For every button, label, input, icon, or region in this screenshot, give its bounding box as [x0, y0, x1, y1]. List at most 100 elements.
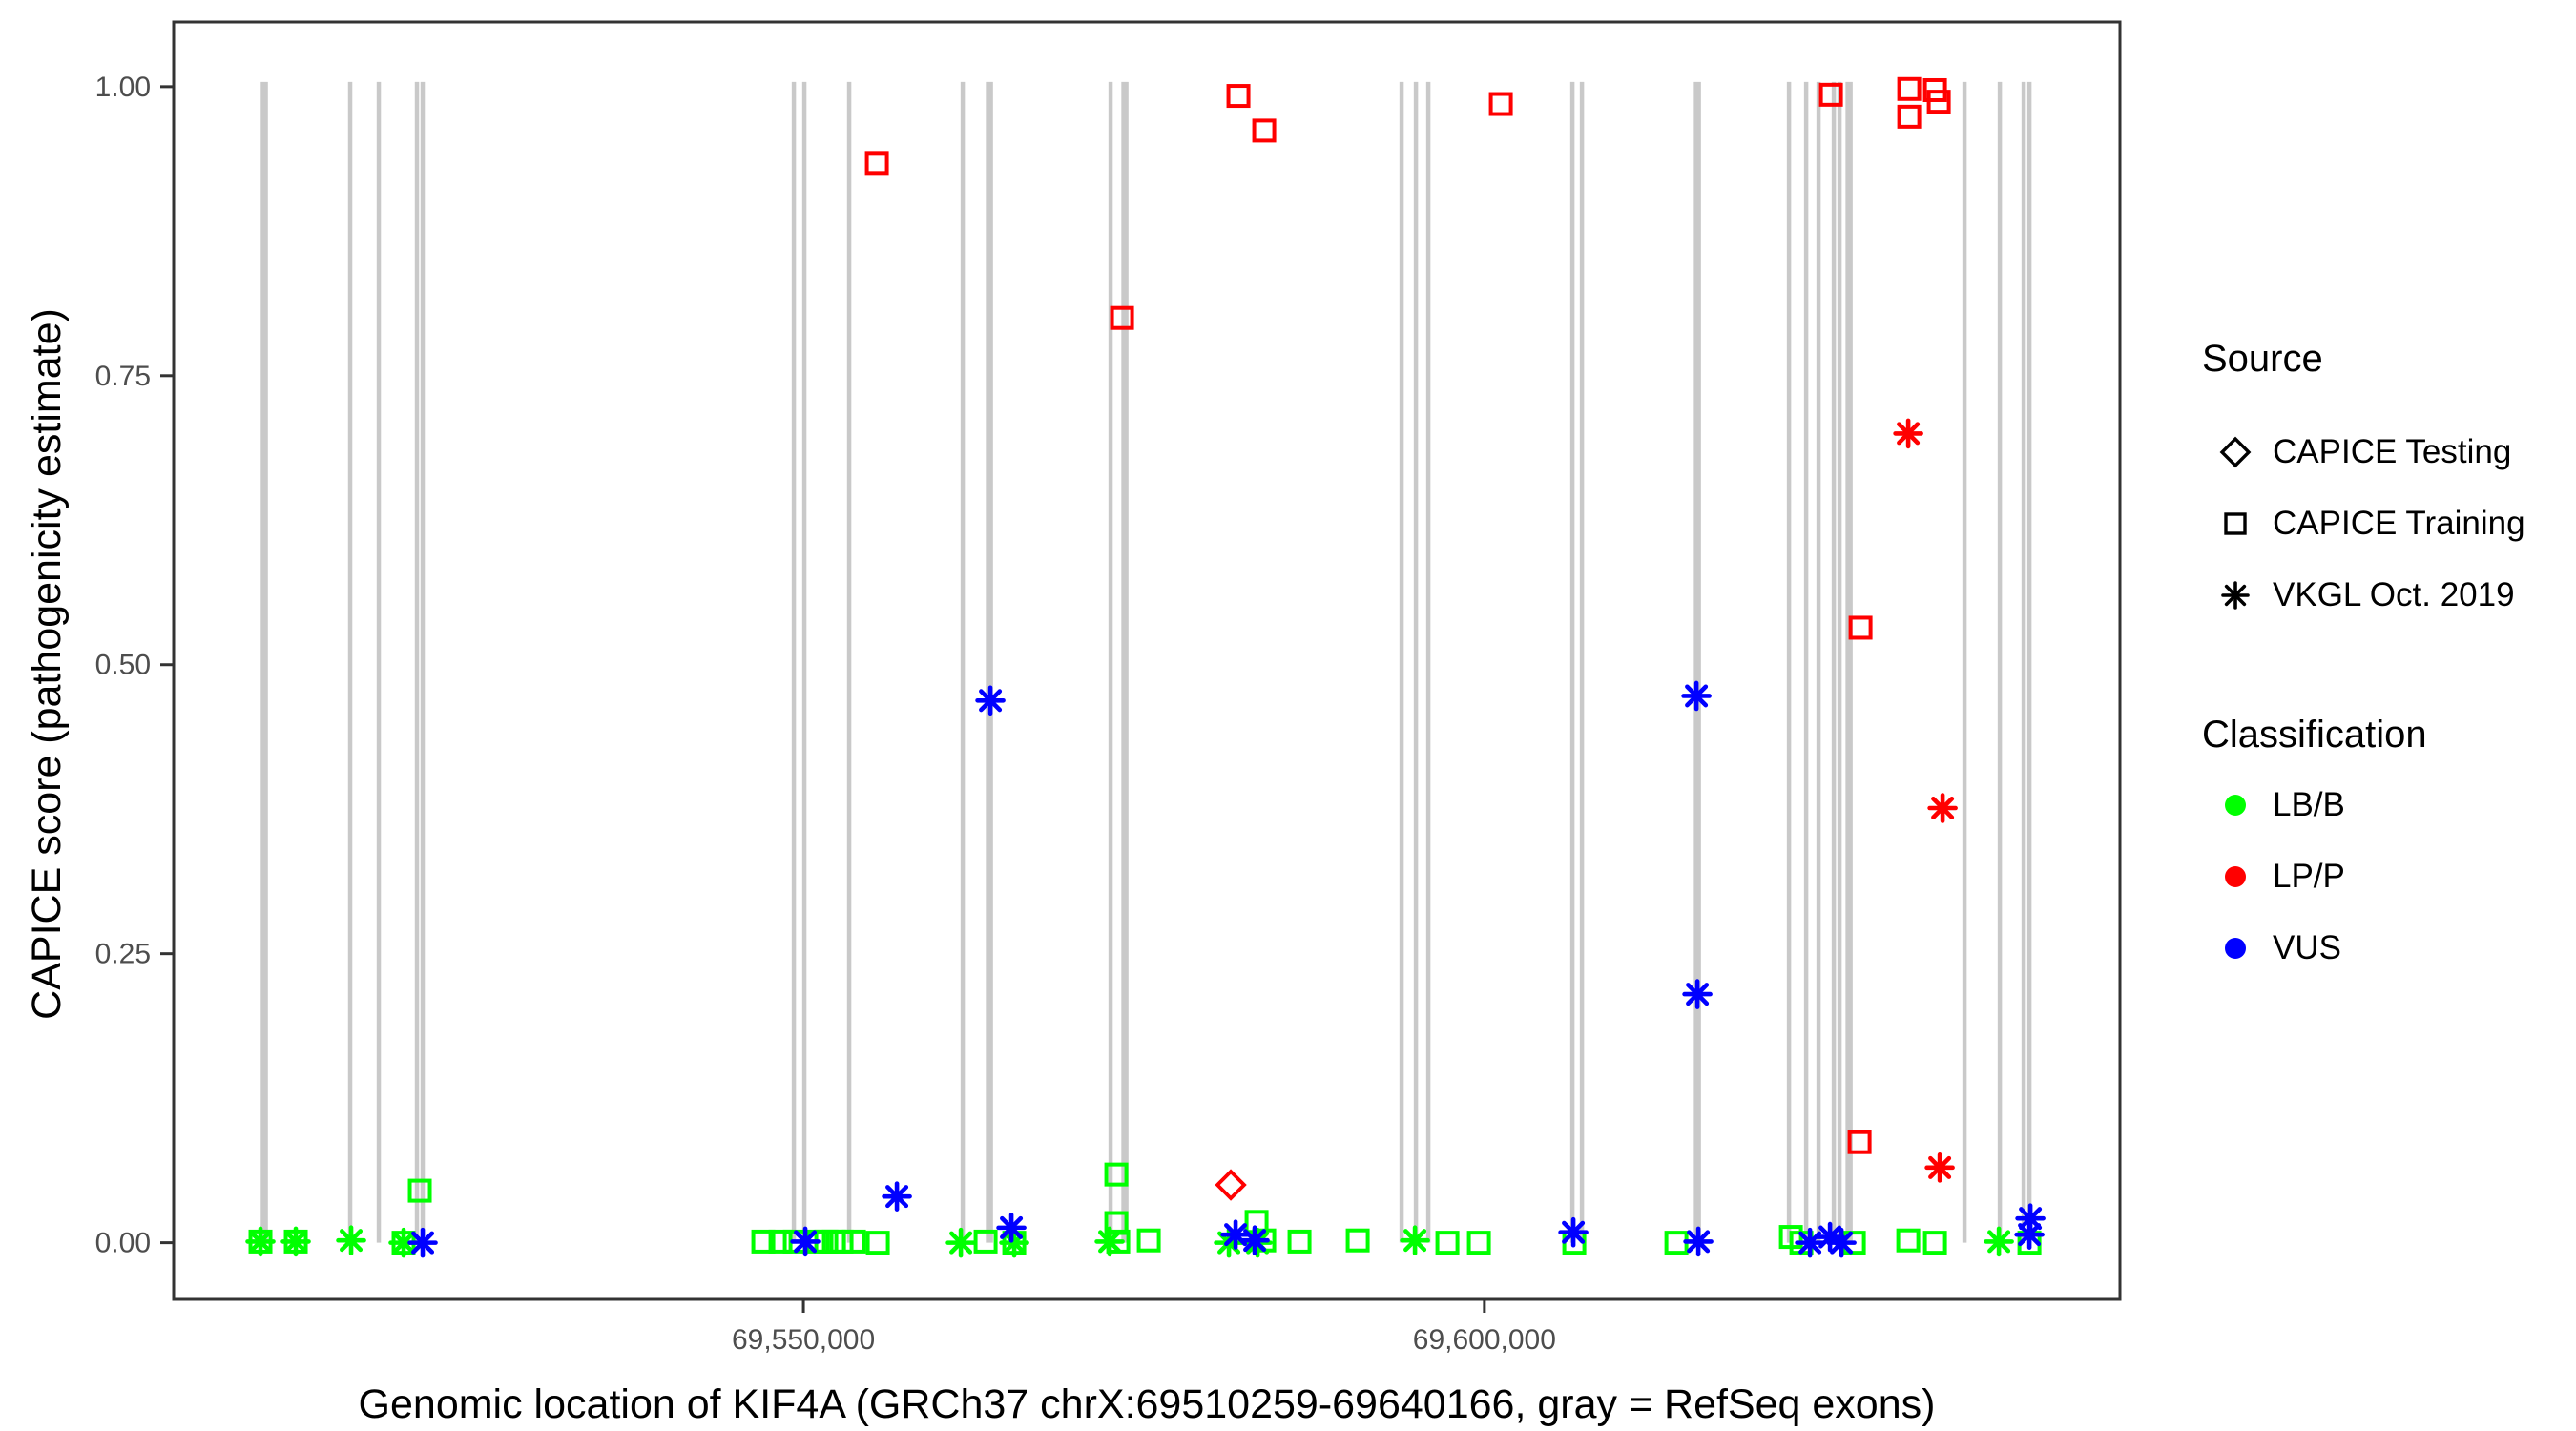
legend-source-title: Source	[2202, 338, 2323, 380]
data-point-asterisk	[1795, 1227, 1825, 1258]
data-point-asterisk	[945, 1227, 976, 1258]
legend-item-label: CAPICE Training	[2273, 504, 2525, 542]
legend-circle-icon	[2225, 937, 2246, 959]
legend-item-lp-p: LP/P	[2202, 840, 2565, 912]
data-point-asterisk	[1681, 680, 1712, 712]
data-point-square	[973, 1229, 998, 1254]
data-point-asterisk	[1893, 418, 1923, 449]
asterisk-ray	[340, 1229, 364, 1253]
asterisk-ray	[1928, 1155, 1952, 1179]
asterisk-ray	[1987, 1230, 2011, 1254]
x-axis-title: Genomic location of KIF4A (GRCh37 chrX:6…	[358, 1381, 1936, 1427]
y-axis-title: CAPICE score (pathogenicity estimate)	[24, 308, 70, 1020]
data-point-square	[1897, 104, 1922, 129]
legend-item-label: LB/B	[2273, 785, 2345, 823]
legend-circle-icon	[2225, 865, 2246, 887]
data-point-asterisk	[975, 685, 1006, 716]
data-point-square	[1897, 76, 1922, 101]
legend: Source CAPICE Testing CAPICE Training VKGL…	[2202, 336, 2565, 984]
data-point-asterisk	[1927, 793, 1958, 823]
legend-item-vkgl-oct-2019: VKGL Oct. 2019	[2202, 559, 2565, 631]
legend-item-label: LP/P	[2273, 857, 2345, 895]
y-tick-label: 0.25	[95, 939, 151, 970]
circle-glyph	[2225, 937, 2246, 959]
legend-item-label: VUS	[2273, 928, 2341, 966]
asterisk-glyph	[2224, 584, 2247, 606]
asterisk-ray	[1098, 1230, 1122, 1254]
asterisk-ray	[979, 689, 1003, 713]
data-point-square	[1345, 1228, 1370, 1253]
x-tick-label: 69,600,000	[1413, 1324, 1556, 1356]
data-point-asterisk	[1682, 979, 1713, 1009]
asterisk-ray	[1687, 1230, 1711, 1254]
legend-diamond-icon	[2219, 436, 2252, 467]
circle-glyph	[2225, 865, 2246, 887]
data-point-square	[864, 151, 889, 176]
data-point-square	[1926, 90, 1951, 114]
plot-panel	[174, 22, 2120, 1299]
diamond-glyph	[2219, 436, 2252, 467]
data-point-square	[865, 1231, 890, 1255]
panel-border	[172, 20, 2122, 1301]
asterisk-ray	[1818, 1225, 1842, 1249]
asterisk-ray	[1686, 983, 1710, 1006]
asterisk-ray	[1243, 1229, 1267, 1253]
data-point-square	[1848, 615, 1873, 640]
asterisk-ray	[249, 1230, 273, 1254]
data-point-asterisk	[1984, 1226, 2014, 1257]
data-point-square	[1488, 92, 1513, 116]
data-point-square	[1104, 1162, 1129, 1187]
data-point-square	[751, 1229, 776, 1254]
asterisk-ray	[2019, 1207, 2043, 1231]
y-tick-label: 1.00	[95, 72, 151, 103]
data-point-square	[1818, 82, 1843, 107]
asterisk-ray	[2018, 1223, 2042, 1247]
asterisk-ray	[411, 1231, 435, 1255]
data-point-asterisk	[1220, 1219, 1251, 1250]
asterisk-ray	[392, 1231, 416, 1255]
legend-circle-icon	[2225, 794, 2246, 816]
legend-source-items: CAPICE Testing CAPICE Training VKGL Oct. 2…	[2202, 416, 2565, 631]
legend-square-icon	[2224, 511, 2247, 535]
asterisk-ray	[1403, 1229, 1427, 1253]
asterisk-ray	[794, 1230, 818, 1254]
data-point-square	[1847, 1130, 1872, 1154]
asterisk-ray	[1931, 796, 1955, 820]
data-point-square	[1922, 1231, 1947, 1255]
legend-asterisk-icon	[2221, 580, 2250, 610]
data-point-asterisk	[1400, 1225, 1430, 1255]
legend-item-vus: VUS	[2202, 912, 2565, 984]
square-glyph	[2224, 511, 2247, 535]
asterisk-ray	[1224, 1223, 1248, 1247]
data-point-asterisk	[882, 1181, 912, 1212]
data-point-square	[829, 1229, 854, 1254]
asterisk-ray	[949, 1231, 973, 1255]
asterisk-ray	[1000, 1215, 1024, 1239]
asterisk-ray	[885, 1185, 909, 1209]
data-point-asterisk	[1924, 1152, 1955, 1183]
legend-classification-items: LB/B LP/P VUS	[2202, 769, 2565, 984]
data-point-asterisk	[336, 1225, 366, 1255]
data-point-asterisk	[1826, 1227, 1857, 1258]
legend-item-capice-testing: CAPICE Testing	[2202, 416, 2565, 487]
legend-source-section: Source CAPICE Testing CAPICE Training VKGL…	[2202, 336, 2565, 631]
asterisk-ray	[284, 1230, 308, 1254]
legend-classification-title: Classification	[2202, 714, 2427, 756]
data-point-square	[1466, 1231, 1491, 1255]
y-tick-label: 0.75	[95, 361, 151, 392]
legend-item-label: VKGL Oct. 2019	[2273, 575, 2515, 613]
data-point-asterisk	[245, 1226, 276, 1257]
data-point-asterisk	[1558, 1216, 1589, 1248]
asterisk-ray	[1562, 1220, 1586, 1244]
data-point-square	[1110, 305, 1134, 330]
data-point-asterisk	[407, 1227, 438, 1258]
data-point-asterisk	[790, 1226, 821, 1257]
y-tick-label: 0.50	[95, 650, 151, 681]
asterisk-ray	[1897, 422, 1921, 446]
x-tick-label: 69,550,000	[732, 1324, 875, 1356]
asterisk-ray	[1830, 1231, 1854, 1255]
legend-item-capice-training: CAPICE Training	[2202, 487, 2565, 559]
legend-item-lb-b: LB/B	[2202, 769, 2565, 840]
